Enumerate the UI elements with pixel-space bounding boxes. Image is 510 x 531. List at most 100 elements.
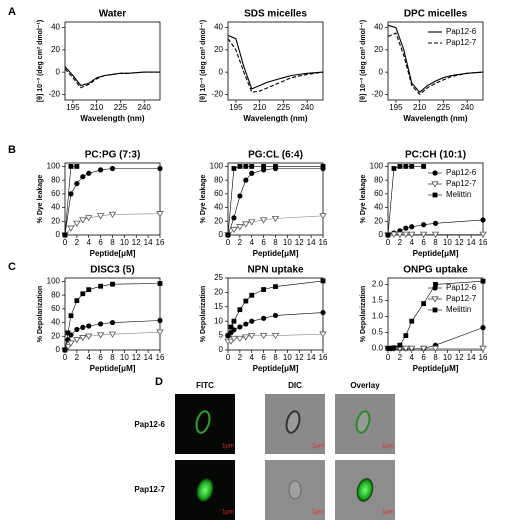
column-label: DIC bbox=[288, 381, 302, 390]
legend-marker bbox=[432, 192, 438, 198]
marker bbox=[231, 166, 237, 171]
marker bbox=[249, 164, 255, 169]
y-tick-label: 15 bbox=[214, 302, 223, 311]
y-tick-label: -20 bbox=[371, 90, 383, 99]
legend-label: Pap12-7 bbox=[446, 294, 477, 303]
y-tick-label: 60 bbox=[214, 189, 223, 198]
legend-marker bbox=[432, 307, 438, 313]
marker bbox=[231, 215, 237, 221]
x-tick-label: 14 bbox=[307, 238, 316, 247]
marker bbox=[271, 215, 280, 223]
x-tick-label: 6 bbox=[421, 353, 426, 362]
marker bbox=[86, 170, 92, 176]
y-tick-label: 60 bbox=[374, 189, 383, 198]
legend-label: Pap12-6 bbox=[446, 27, 477, 36]
y-tick-label: 0 bbox=[219, 345, 224, 354]
marker bbox=[261, 164, 267, 169]
marker bbox=[225, 333, 231, 338]
marker bbox=[261, 287, 267, 292]
x-tick-label: 2 bbox=[398, 353, 403, 362]
x-tick-label: 14 bbox=[144, 238, 153, 247]
panel-label: C bbox=[8, 261, 16, 273]
y-tick-label: 0 bbox=[219, 230, 224, 239]
x-tick-label: 16 bbox=[156, 353, 165, 362]
marker bbox=[230, 226, 238, 234]
y-tick-label: 20 bbox=[214, 45, 223, 54]
column-label: Overlay bbox=[350, 381, 380, 390]
y-axis-label: % Dye leakage bbox=[37, 175, 44, 224]
y-tick-label: 40 bbox=[214, 23, 223, 32]
marker bbox=[80, 291, 86, 297]
x-axis-label: Peptide[μM] bbox=[253, 249, 299, 258]
marker bbox=[419, 231, 428, 238]
x-tick-label: 16 bbox=[319, 238, 328, 247]
y-tick-label: 0.5 bbox=[372, 328, 384, 337]
y-tick-label: 100 bbox=[210, 162, 224, 171]
marker bbox=[157, 317, 163, 324]
x-tick-label: 4 bbox=[87, 238, 92, 247]
marker bbox=[397, 164, 403, 169]
y-tick-label: 0 bbox=[379, 230, 384, 239]
x-tick-label: 6 bbox=[98, 238, 103, 247]
marker bbox=[79, 217, 87, 224]
marker bbox=[68, 191, 74, 197]
marker bbox=[431, 231, 440, 238]
x-tick-label: 0 bbox=[386, 238, 391, 247]
x-tick-label: 0 bbox=[63, 353, 68, 362]
y-axis-label: % Dye leakage bbox=[200, 175, 207, 224]
marker bbox=[98, 283, 104, 289]
x-tick-label: 0 bbox=[226, 353, 231, 362]
x-tick-label: 12 bbox=[455, 238, 464, 247]
x-tick-label: 2 bbox=[238, 238, 243, 247]
marker bbox=[403, 225, 409, 231]
marker bbox=[62, 347, 68, 353]
y-tick-label: 0 bbox=[56, 345, 61, 354]
marker bbox=[237, 324, 243, 330]
y-tick-label: 60 bbox=[51, 189, 60, 198]
marker bbox=[242, 334, 250, 341]
marker bbox=[237, 164, 243, 169]
y-tick-label: 20 bbox=[374, 216, 383, 225]
y-tick-label: 5 bbox=[219, 331, 224, 340]
marker bbox=[421, 164, 427, 169]
x-tick-label: 10 bbox=[443, 353, 452, 362]
y-tick-label: 80 bbox=[374, 175, 383, 184]
marker bbox=[156, 211, 164, 218]
x-tick-label: 8 bbox=[433, 353, 438, 362]
panel-label: A bbox=[8, 6, 16, 18]
x-tick-label: 12 bbox=[132, 353, 141, 362]
y-tick-label: 60 bbox=[51, 304, 60, 313]
marker bbox=[109, 319, 116, 326]
marker bbox=[319, 331, 327, 338]
marker bbox=[403, 164, 409, 169]
marker bbox=[402, 231, 410, 238]
scale-bar-label: 1μm bbox=[222, 510, 234, 516]
marker bbox=[243, 321, 249, 327]
chart-title: NPN uptake bbox=[247, 265, 304, 276]
y-tick-label: 20 bbox=[214, 288, 223, 297]
x-tick-label: 240 bbox=[460, 103, 474, 112]
row-label: Pap12-6 bbox=[134, 420, 165, 429]
marker bbox=[157, 281, 163, 286]
y-tick-label: 20 bbox=[51, 216, 60, 225]
marker bbox=[249, 292, 255, 298]
y-tick-label: 40 bbox=[214, 203, 223, 212]
x-tick-label: 225 bbox=[114, 103, 128, 112]
y-tick-label: 80 bbox=[214, 175, 223, 184]
y-tick-label: 80 bbox=[51, 175, 60, 184]
legend-label: Pap12-6 bbox=[446, 168, 477, 177]
marker bbox=[110, 281, 115, 287]
marker bbox=[320, 278, 326, 284]
legend-marker bbox=[432, 170, 438, 176]
scale-bar-label: 1μm bbox=[382, 444, 394, 450]
y-tick-label: 20 bbox=[51, 45, 60, 54]
x-tick-label: 240 bbox=[300, 103, 314, 112]
x-tick-label: 12 bbox=[455, 353, 464, 362]
x-tick-label: 12 bbox=[295, 353, 304, 362]
marker bbox=[98, 321, 104, 327]
y-axis-label: % Depolarization bbox=[37, 286, 44, 342]
marker bbox=[243, 298, 249, 304]
x-tick-label: 0 bbox=[386, 353, 391, 362]
